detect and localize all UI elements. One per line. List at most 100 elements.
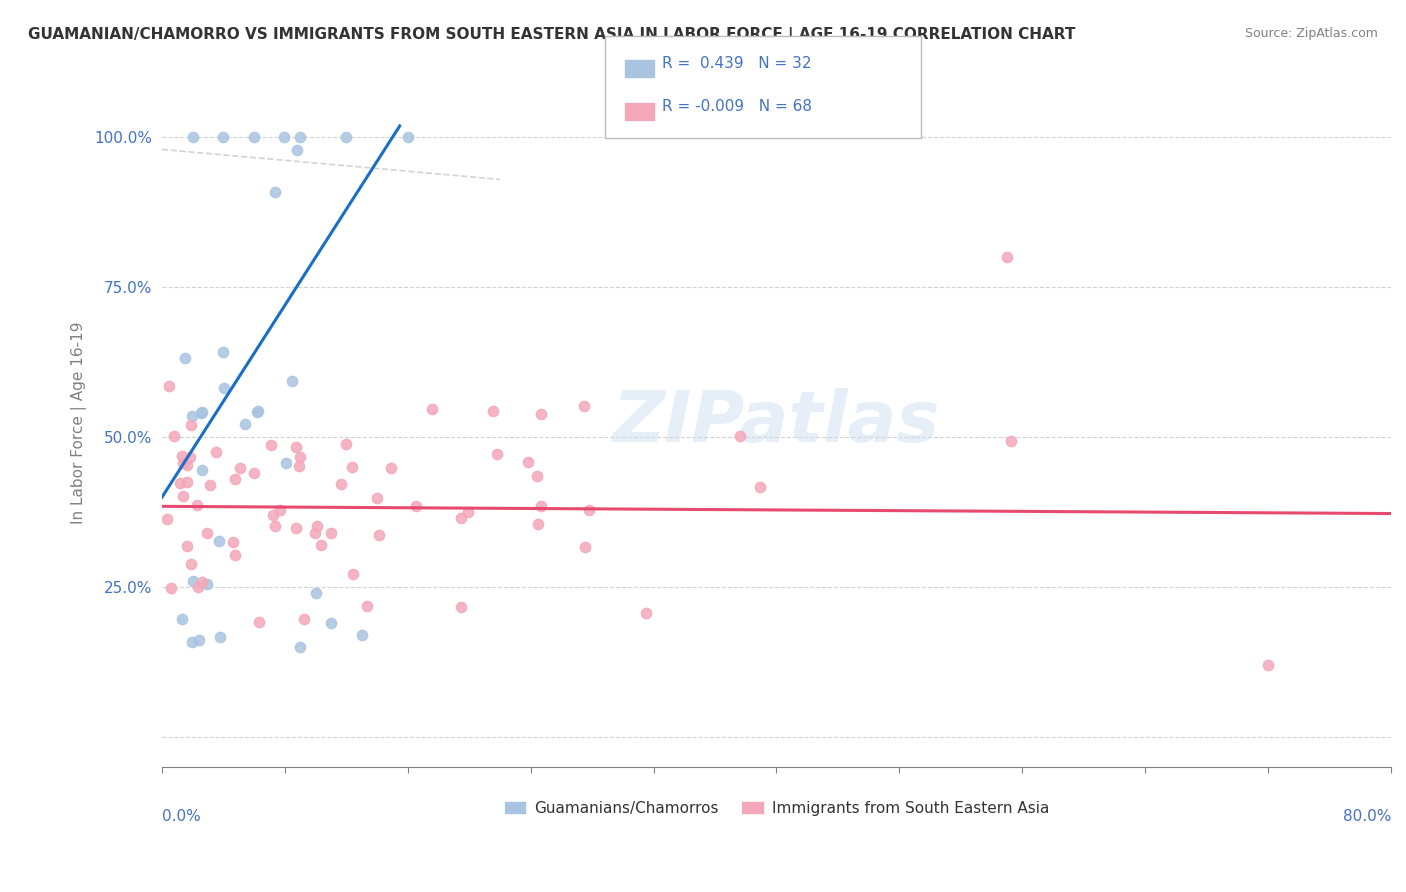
Point bbox=[273, 130, 295, 145]
Text: R = -0.009   N = 68: R = -0.009 N = 68 bbox=[662, 99, 813, 113]
Point bbox=[187, 632, 209, 647]
Point bbox=[307, 519, 329, 533]
Point bbox=[572, 399, 595, 413]
Point bbox=[269, 502, 291, 516]
Point bbox=[1257, 658, 1279, 673]
Point bbox=[186, 498, 208, 512]
Point bbox=[356, 599, 378, 613]
Point bbox=[285, 143, 308, 157]
Point bbox=[516, 455, 538, 469]
Text: 80.0%: 80.0% bbox=[1343, 809, 1391, 823]
Point bbox=[191, 463, 214, 477]
Point bbox=[309, 538, 332, 552]
Point bbox=[259, 437, 281, 451]
Point bbox=[229, 460, 252, 475]
Point bbox=[191, 404, 214, 418]
Text: R =  0.439   N = 32: R = 0.439 N = 32 bbox=[662, 56, 811, 70]
Point bbox=[157, 379, 180, 393]
Point bbox=[212, 380, 235, 394]
Point bbox=[342, 566, 364, 581]
Point bbox=[180, 417, 202, 432]
Text: 0.0%: 0.0% bbox=[162, 809, 201, 823]
Point bbox=[749, 480, 772, 494]
Point bbox=[191, 575, 214, 590]
Point bbox=[172, 456, 194, 470]
Point bbox=[281, 374, 304, 388]
Text: ZIPatlas: ZIPatlas bbox=[613, 388, 941, 457]
Point bbox=[350, 628, 373, 642]
Point bbox=[169, 475, 191, 490]
Point bbox=[335, 130, 357, 145]
Point bbox=[486, 447, 509, 461]
Point bbox=[222, 535, 245, 549]
Point bbox=[180, 635, 202, 649]
Point bbox=[208, 630, 231, 644]
Point bbox=[304, 525, 326, 540]
Point bbox=[176, 475, 198, 490]
Point bbox=[405, 499, 427, 513]
Point bbox=[247, 615, 270, 629]
Point bbox=[247, 404, 270, 418]
Point bbox=[181, 409, 204, 424]
Point bbox=[527, 516, 550, 531]
Point bbox=[304, 586, 326, 600]
Legend: Guamanians/Chamorros, Immigrants from South Eastern Asia: Guamanians/Chamorros, Immigrants from So… bbox=[498, 795, 1056, 822]
Point bbox=[276, 456, 298, 470]
Point bbox=[288, 130, 311, 145]
Point bbox=[1000, 434, 1022, 448]
Text: Source: ZipAtlas.com: Source: ZipAtlas.com bbox=[1244, 27, 1378, 40]
Point bbox=[212, 130, 235, 145]
Point bbox=[342, 460, 364, 475]
Point bbox=[420, 401, 443, 416]
Point bbox=[243, 467, 266, 481]
Point bbox=[330, 476, 353, 491]
Point bbox=[526, 469, 548, 483]
Point bbox=[450, 511, 472, 525]
Point bbox=[578, 503, 600, 517]
Point bbox=[264, 185, 287, 199]
Point bbox=[200, 477, 222, 491]
Point bbox=[205, 445, 228, 459]
Point bbox=[728, 429, 751, 443]
Point bbox=[396, 130, 419, 145]
Point bbox=[634, 606, 657, 620]
Point bbox=[285, 440, 308, 454]
Point bbox=[284, 521, 307, 535]
Point bbox=[264, 518, 287, 533]
Point bbox=[179, 450, 201, 465]
Point bbox=[243, 130, 266, 145]
Point bbox=[173, 351, 195, 366]
Point bbox=[290, 450, 312, 464]
Point bbox=[212, 345, 235, 359]
Point bbox=[160, 581, 183, 595]
Point bbox=[156, 512, 179, 526]
Point bbox=[224, 548, 246, 562]
Point bbox=[233, 417, 256, 432]
Point bbox=[195, 577, 218, 591]
Point bbox=[367, 528, 389, 542]
Point bbox=[380, 460, 402, 475]
Point bbox=[224, 472, 246, 486]
Point bbox=[208, 533, 231, 548]
Point bbox=[457, 505, 479, 519]
Point bbox=[176, 458, 198, 473]
Point bbox=[176, 539, 198, 553]
Point bbox=[530, 500, 553, 514]
Point bbox=[319, 526, 342, 541]
Point bbox=[181, 130, 204, 145]
Point bbox=[180, 557, 202, 571]
Point bbox=[482, 404, 505, 418]
Point bbox=[246, 405, 269, 419]
Point bbox=[190, 406, 212, 420]
Point bbox=[319, 616, 342, 631]
Point bbox=[195, 525, 218, 540]
Point bbox=[450, 600, 472, 615]
Point bbox=[170, 612, 193, 626]
Point bbox=[292, 612, 315, 626]
Y-axis label: In Labor Force | Age 16-19: In Labor Force | Age 16-19 bbox=[72, 321, 87, 524]
Point bbox=[288, 458, 311, 473]
Point bbox=[172, 449, 194, 463]
Point bbox=[172, 489, 194, 503]
Point bbox=[574, 540, 596, 554]
Point bbox=[529, 407, 551, 421]
